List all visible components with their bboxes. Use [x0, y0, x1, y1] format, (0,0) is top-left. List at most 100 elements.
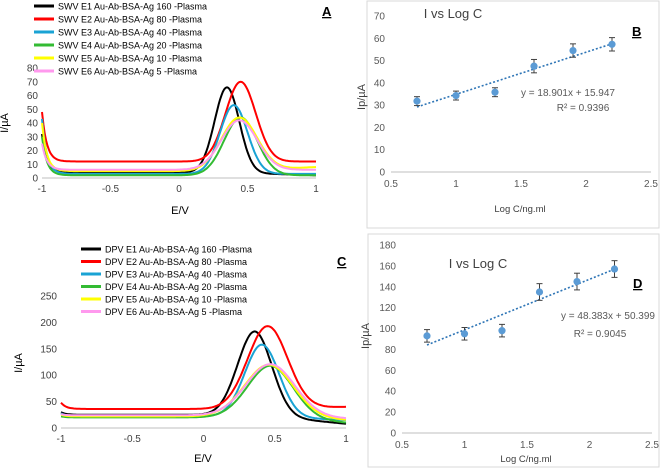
x-tick-label: -1	[57, 434, 66, 445]
data-point-2	[460, 330, 469, 338]
legend-entry-4: DPV E4 Au-Ab-BSA-Ag 20 -Plasma	[105, 282, 247, 292]
x-axis-label: E/V	[171, 205, 189, 217]
data-point-5	[573, 277, 581, 286]
y-axis-label: Ip/µA	[360, 322, 372, 349]
trend-equation: y = 18.901x + 15.947	[521, 88, 615, 99]
panel-c-chart: 0 50 100 150 200 250 -1 -0.5 0 0.5 1 E/V I/µA DPV E1 …	[13, 245, 349, 466]
y-tick-label: 50	[374, 56, 386, 67]
x-tick-label: 0.5	[395, 440, 409, 451]
y-tick-label: 80	[385, 345, 397, 356]
y-tick-label: 0	[379, 168, 385, 179]
legend-entry-3: DPV E3 Au-Ab-BSA-Ag 40 -Plasma	[105, 270, 247, 280]
y-tick-label: 20	[374, 123, 386, 134]
x-tick-label: 1.5	[514, 179, 528, 190]
y-tick-label: 100	[379, 324, 396, 335]
data-point-2	[452, 91, 460, 100]
y-tick-label: 0	[390, 429, 396, 440]
chart-frame	[367, 233, 660, 468]
x-tick-label: 0	[201, 434, 207, 445]
y-tick-label: 70	[27, 77, 39, 88]
x-tick-label: 0.5	[384, 179, 398, 190]
y-tick-label: 30	[27, 132, 39, 143]
legend-entry-1: SWV E1 Au-Ab-BSA-Ag 160 -Plasma	[58, 2, 207, 12]
y-tick-label: 40	[385, 387, 397, 398]
x-tick-label: 1	[453, 179, 459, 190]
legend-entry-6: SWV E6 Au-Ab-BSA-Ag 5 -Plasma	[58, 67, 197, 77]
chart-frame	[366, 0, 660, 229]
y-tick-label: 150	[40, 344, 57, 355]
x-tick-label: 0	[176, 184, 182, 195]
r-squared: R² = 0.9045	[574, 329, 627, 340]
y-tick-label: 60	[27, 91, 39, 102]
legend-entry-6: DPV E6 Au-Ab-BSA-Ag 5 -Plasma	[105, 307, 242, 317]
y-tick-label: 100	[40, 371, 57, 382]
series-line-6	[60, 363, 347, 420]
chart-title: I vs Log C	[449, 256, 508, 271]
legend-entry-5: DPV E5 Au-Ab-BSA-Ag 10 -Plasma	[105, 295, 247, 305]
data-point-3	[491, 88, 499, 96]
series-line-2	[60, 325, 347, 410]
legend-entry-5: SWV E5 Au-Ab-BSA-Ag 10 -Plasma	[58, 54, 202, 64]
panel-label: A	[322, 4, 332, 19]
y-tick-label: 160	[379, 261, 396, 272]
legend-entry-4: SWV E4 Au-Ab-BSA-Ag 20 -Plasma	[58, 41, 202, 51]
y-tick-label: 10	[27, 160, 39, 171]
y-axis-label: I/µA	[13, 352, 25, 372]
data-point-1	[423, 332, 431, 340]
y-tick-label: 60	[374, 34, 386, 45]
y-tick-label: 20	[27, 146, 39, 157]
x-tick-label: 1	[462, 440, 468, 451]
x-tick-label: 0.5	[241, 184, 255, 195]
series-line-6	[41, 119, 316, 171]
x-tick-label: 1	[343, 434, 349, 445]
x-tick-label: 2	[583, 179, 589, 190]
y-tick-label: 200	[40, 318, 57, 329]
series-line-1	[41, 86, 316, 177]
y-tick-label: 0	[32, 174, 38, 185]
data-point-3	[498, 327, 506, 335]
x-tick-label: 2.5	[645, 440, 659, 451]
y-tick-label: 0	[51, 424, 57, 435]
y-tick-label: 180	[379, 241, 396, 252]
panel-label: C	[337, 254, 347, 269]
chart-title: I vs Log C	[424, 6, 483, 21]
x-tick-label: 2	[587, 440, 593, 451]
data-point-4	[535, 288, 544, 296]
x-tick-label: 1.5	[520, 440, 534, 451]
x-tick-label: -1	[38, 184, 47, 195]
y-axis-label: I/µA	[0, 112, 11, 132]
y-tick-label: 80	[27, 64, 39, 75]
legend-entry-2: SWV E2 Au-Ab-BSA-Ag 80 -Plasma	[58, 15, 202, 25]
y-tick-label: 20	[385, 408, 397, 419]
y-tick-label: 140	[379, 282, 396, 293]
x-axis-label: Log C/ng.ml	[494, 204, 545, 215]
series-line-3	[41, 104, 316, 175]
series-line-4	[41, 116, 316, 177]
r-squared: R² = 0.9396	[557, 103, 610, 114]
y-tick-label: 70	[374, 12, 386, 23]
panel-label: B	[632, 24, 641, 39]
y-tick-label: 40	[27, 119, 39, 130]
y-axis-label: Ip/µA	[356, 83, 368, 110]
y-tick-label: 30	[374, 101, 386, 112]
y-tick-label: 120	[379, 303, 396, 314]
x-tick-label: -0.5	[124, 434, 142, 445]
y-tick-label: 10	[374, 145, 386, 156]
data-point-6	[610, 265, 619, 273]
data-point-1	[413, 97, 421, 105]
data-point-4	[530, 62, 538, 70]
x-tick-label: -0.5	[102, 184, 120, 195]
x-axis-label: Log C/ng.ml	[500, 454, 551, 465]
data-point-5	[569, 46, 577, 55]
legend-entry-2: DPV E2 Au-Ab-BSA-Ag 80 -Plasma	[105, 257, 247, 267]
data-point-6	[608, 40, 616, 48]
y-tick-label: 60	[385, 366, 397, 377]
panel-label: D	[633, 276, 642, 291]
trend-equation: y = 48.383x + 50.399	[561, 311, 655, 322]
panel-d-chart: 0 20 40 60 80 100 120 140 160 180 0.5 1 1.5 2 2.5 I vs …	[360, 233, 660, 468]
panel-a-chart: 0 10 20 30 40 50 60 70 80 -1 -0.5 0 0.5 1 E/V I/µA SWV E…	[0, 2, 332, 218]
x-tick-label: 1	[313, 184, 319, 195]
x-axis-label: E/V	[194, 453, 212, 465]
y-tick-label: 50	[27, 105, 39, 116]
